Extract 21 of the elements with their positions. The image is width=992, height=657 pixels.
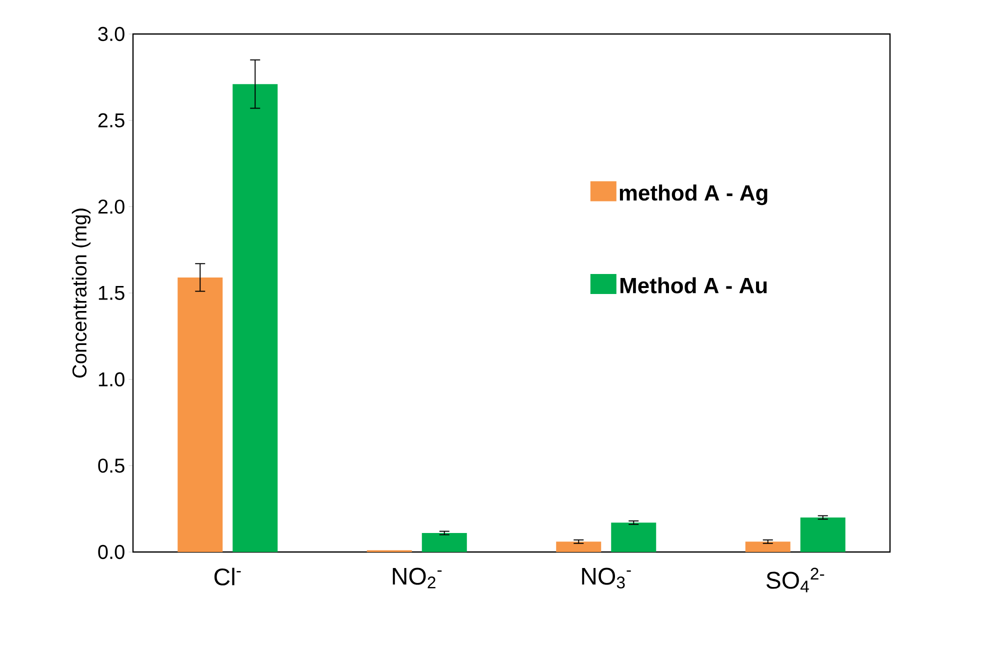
x-tick-label: Cl$^{-}$ <box>214 568 241 586</box>
legend-label: Method A - Au <box>620 277 767 294</box>
x-tick-label: NO$_{3}$- <box>582 568 631 588</box>
y-axis-title: Concentration (mg) <box>72 208 91 378</box>
bar <box>178 277 223 552</box>
bar <box>232 84 278 552</box>
y-tick-label: 2.0 <box>98 200 124 214</box>
y-tick-label: 3.0 <box>98 26 124 42</box>
y-tick-label: 1.0 <box>98 372 124 386</box>
y-tick-label: 2.5 <box>98 113 124 128</box>
x-tick-label: NO$_{2}$- <box>392 568 442 588</box>
bar <box>611 522 656 552</box>
bar <box>556 542 602 552</box>
bar <box>800 517 846 552</box>
bar <box>422 533 467 552</box>
legend-label: method A - Ag <box>620 184 768 206</box>
x-tick-label: SO$_{4}$2- <box>766 568 824 592</box>
y-tick-label: 1.5 <box>98 286 124 300</box>
y-tick-label: 0.5 <box>98 458 124 473</box>
bar <box>745 542 790 552</box>
y-tick-label: 0.0 <box>98 544 124 560</box>
